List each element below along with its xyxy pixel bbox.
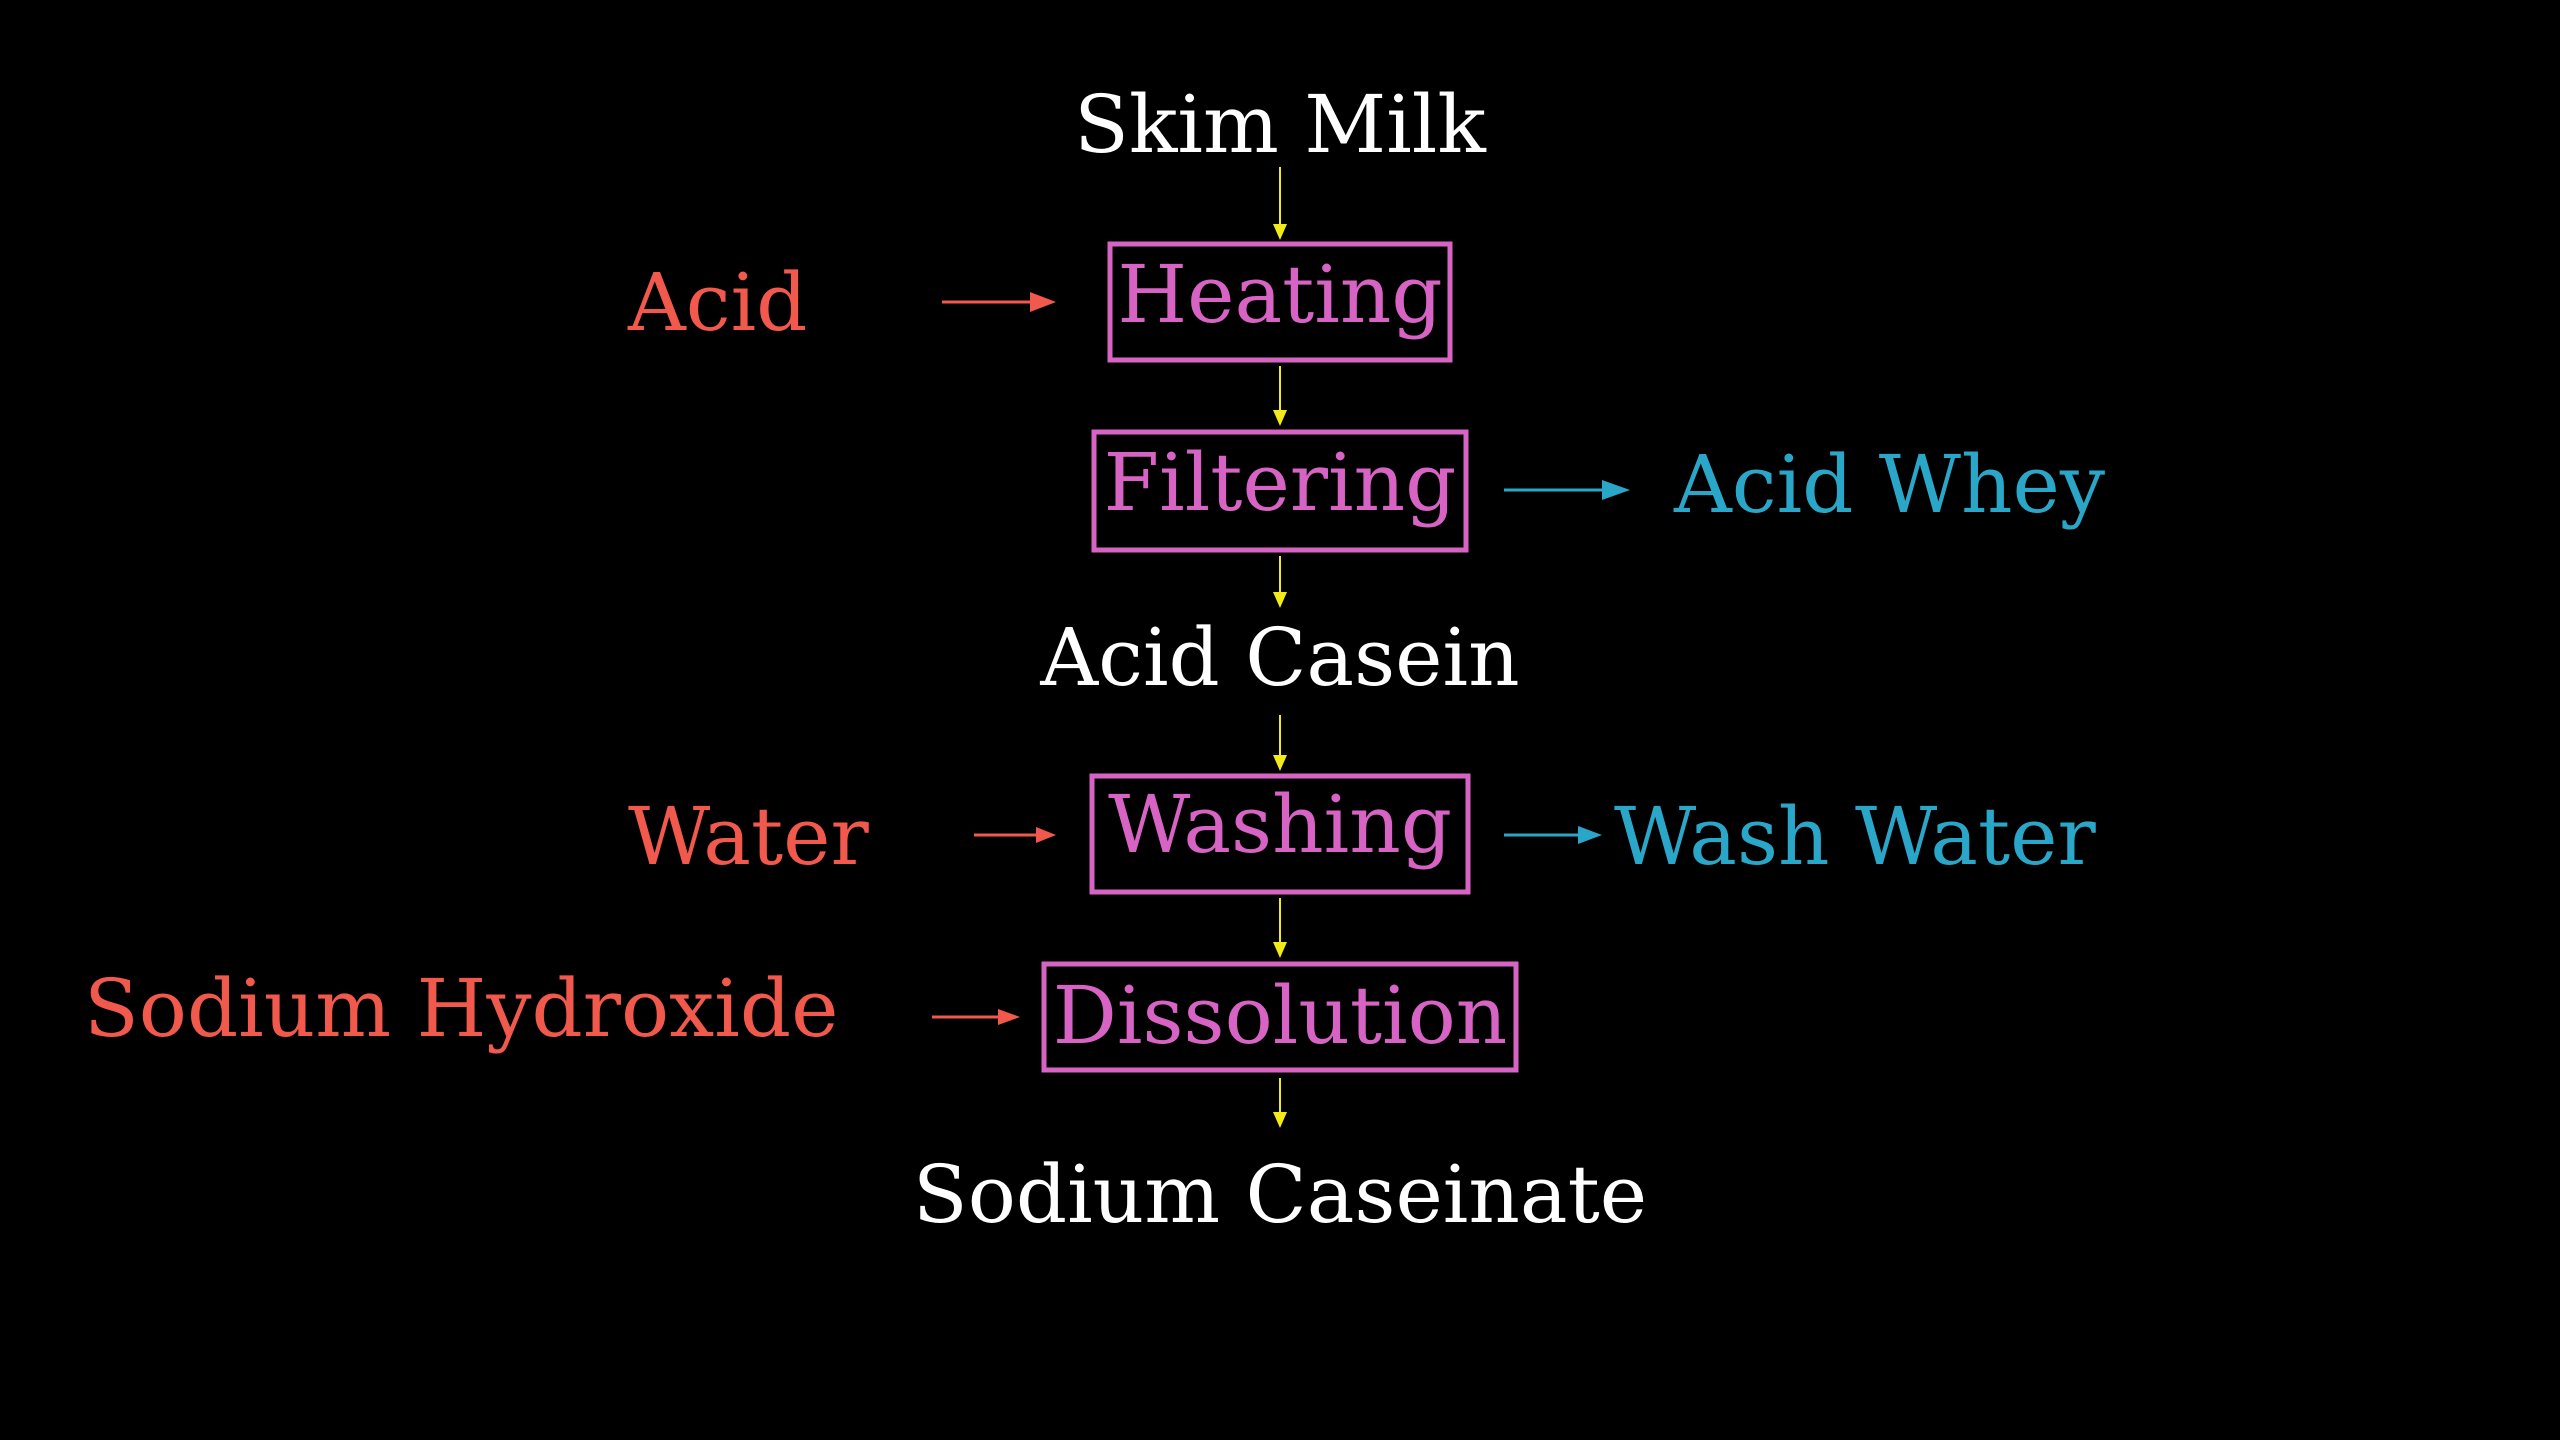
acid-input-label: Acid xyxy=(627,256,807,349)
sodium-hydroxide-input-label: Sodium Hydroxide xyxy=(84,962,838,1055)
acid-casein-label: Acid Casein xyxy=(1039,611,1519,704)
heating-box xyxy=(1107,241,1453,363)
filtering-process: Filtering xyxy=(1091,429,1469,553)
washing-label: Washing xyxy=(1108,778,1452,871)
heating-process: Heating xyxy=(1107,241,1453,363)
sodium-caseinate-label: Sodium Caseinate xyxy=(913,1148,1647,1241)
arrow-sodium-hydroxide-to-dissolution xyxy=(932,1009,1020,1025)
arrow-filtering-to-acid-casein xyxy=(1273,556,1287,608)
arrow-washing-to-wash-water xyxy=(1504,826,1602,844)
dissolution-process: Dissolution xyxy=(1041,961,1519,1073)
heating-label: Heating xyxy=(1117,248,1442,341)
arrow-acid-casein-to-washing xyxy=(1273,715,1287,771)
acid-whey-output-label: Acid Whey xyxy=(1673,438,2105,531)
arrow-washing-to-dissolution xyxy=(1273,898,1287,958)
dissolution-label: Dissolution xyxy=(1053,969,1508,1062)
wash-water-output-label: Wash Water xyxy=(1614,790,2096,883)
washing-box xyxy=(1089,773,1471,895)
arrow-heating-to-filtering xyxy=(1273,366,1287,426)
water-input-label: Water xyxy=(628,790,869,883)
arrow-acid-to-heating xyxy=(942,292,1056,312)
filtering-box xyxy=(1091,429,1469,553)
washing-process: Washing xyxy=(1089,773,1471,895)
arrow-dissolution-to-caseinate xyxy=(1273,1078,1287,1128)
filtering-label: Filtering xyxy=(1104,436,1457,529)
arrow-water-to-washing xyxy=(974,827,1056,843)
arrow-filtering-to-acid-whey xyxy=(1504,480,1630,500)
skim-milk-label: Skim Milk xyxy=(1074,78,1487,171)
arrow-skim-to-heating xyxy=(1273,167,1287,240)
dissolution-box xyxy=(1041,961,1519,1073)
